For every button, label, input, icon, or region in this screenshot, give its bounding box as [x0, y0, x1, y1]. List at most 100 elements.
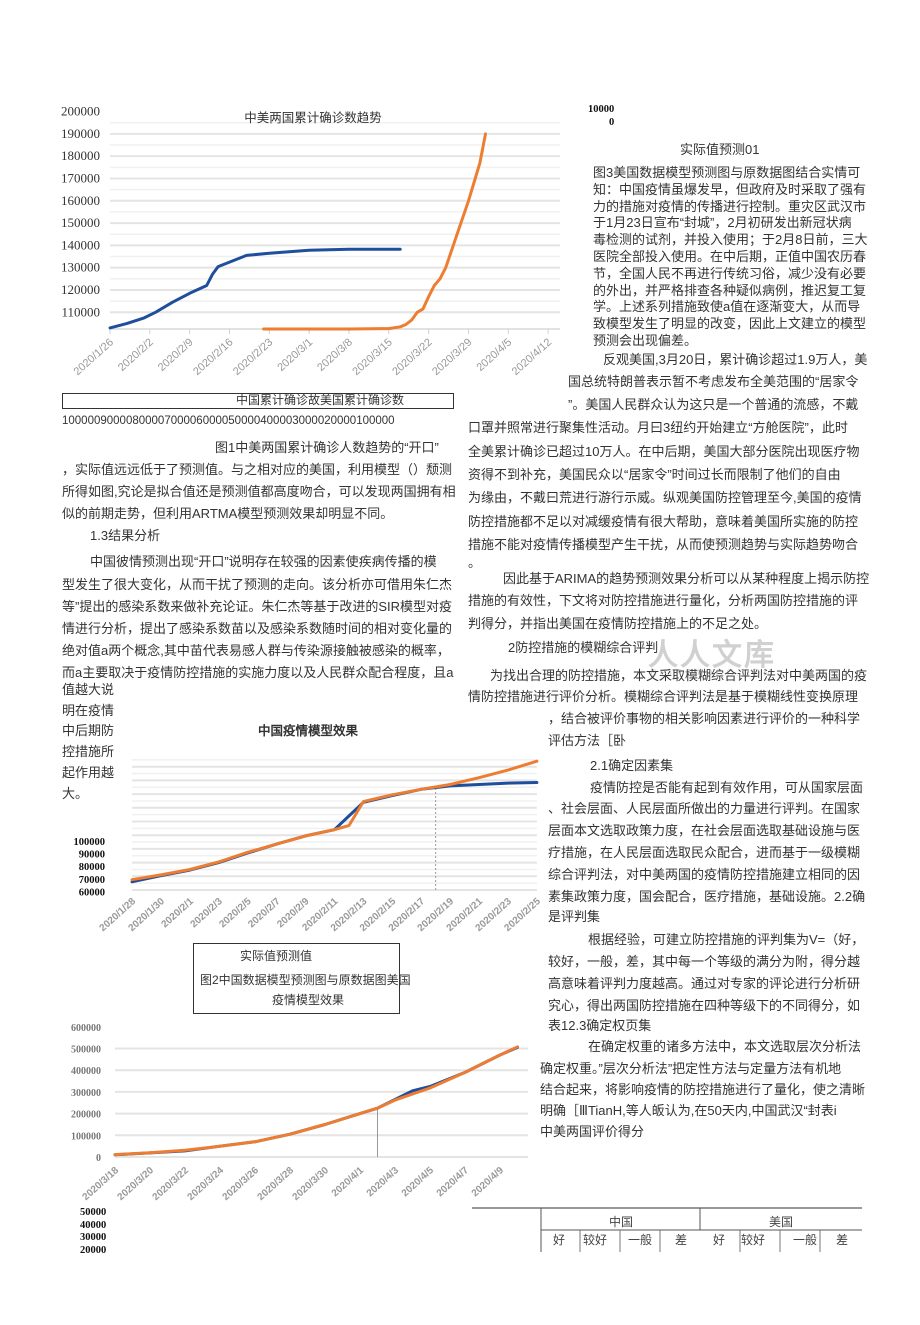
- section-heading: 2防控措施的模糊综合评判: [508, 640, 659, 655]
- series-line-second: [130, 759, 539, 882]
- y-tick-label: 60000: [79, 887, 105, 898]
- fig1-axis-labels: 1000009000080000700006000050000400003000…: [62, 415, 395, 427]
- y-tick-label: 150000: [61, 215, 100, 230]
- paragraph-line: 学。上述系列措施致使a值在逐渐变大，从而导: [593, 299, 861, 315]
- fig2-caption: 疫情模型效果: [272, 993, 345, 1007]
- paragraph-line: 中国彼情预测出现“开口”说明存在较强的因素使疾病传播的模: [90, 554, 437, 569]
- paragraph-line: 等”提出的感染系数来做补充论证。朱仁杰等基于改进的SIR模型对疫: [62, 599, 453, 614]
- x-tick-label: 2020/3/29: [430, 336, 474, 378]
- paragraph-line: 全美累计确诊已超过10万人。在中后期，美国大部分医院出现医疗物: [468, 444, 860, 459]
- series-line-actual: [113, 1045, 519, 1157]
- paragraph-line: 中后期防: [62, 723, 115, 738]
- paragraph-line: 。: [468, 555, 482, 570]
- x-tick-label: 2020/3/1: [275, 336, 315, 374]
- y-tick-label: 500000: [71, 1045, 101, 1056]
- paragraph-line: 型发生了很大变化，从而干扰了预测的走向。该分析亦可借用朱仁杰: [62, 577, 453, 592]
- fig1-legend-box: [62, 393, 454, 409]
- fig2-legend-box: [193, 943, 400, 1014]
- paragraph-line: 的外出，并严格排查各种疑似病例，推迟复工复: [593, 282, 867, 298]
- paragraph-line: ，结合被评价事物的相关影响因素进行评价的一种科学: [548, 711, 861, 726]
- paragraph-line: 因此基于ARIMA的趋势预测效果分析可以从某种程度上揭示防控: [503, 571, 870, 586]
- paragraph-line: 似的前期走势，但利用ARTMA模型预测效果却明显不同。: [62, 506, 394, 521]
- table-grade-header: 好: [553, 1233, 566, 1247]
- paragraph-line: 高意味着评判力度越高。通过对专家的评论进行分析研: [548, 976, 861, 991]
- stray-tick-label: 50000: [80, 1207, 107, 1218]
- y-tick-label: 70000: [79, 875, 105, 886]
- x-tick-label: 2020/3/22: [390, 336, 434, 378]
- paragraph-line: 综合评判法，对中美两国的疫情防控措施建立相同的因: [548, 867, 861, 882]
- series-line-second: [113, 1045, 519, 1157]
- y-tick-label: 180000: [61, 148, 100, 163]
- paragraph-line: 是评判集: [548, 909, 601, 924]
- paragraph-line: 值越大说: [62, 682, 115, 697]
- paragraph-line: 根据经验，可建立防控措施的评判集为V=（好，: [588, 932, 865, 947]
- x-tick-label: 2020/3/15: [350, 336, 394, 378]
- stray-tick-label: 30000: [80, 1232, 107, 1243]
- x-tick-label: 2020/4/12: [510, 336, 554, 378]
- y-tick-label: 110000: [61, 304, 100, 319]
- paragraph-line: 所得如图,究论是拟合值还是预测值都高度吻合，可以发现两国拥有相: [62, 484, 456, 499]
- series-line-actual: [130, 781, 539, 884]
- y-tick-label: 200000: [61, 104, 100, 119]
- paragraph-line: 中美两国评价得分: [540, 1124, 645, 1139]
- section-heading: 1.3结果分析: [90, 528, 161, 543]
- axis-fragment: 10000: [588, 104, 615, 115]
- x-tick-label: 2020/3/30: [291, 1165, 332, 1203]
- paragraph-line: 情进行分析，提出了感染系数苗以及感染系数随时间的相对变化量的: [62, 621, 453, 636]
- paragraph-line: 资得不到补充，美国民众以“居家令”时间过长而限制了他们的自由: [468, 467, 841, 482]
- paragraph-line: 措施的有效性，下文将对防控措施进行量化，分析两国防控措施的评: [468, 593, 859, 608]
- x-tick-label: 2020/2/2: [116, 336, 156, 374]
- axis-fragment: 0: [609, 117, 615, 128]
- table-grade-header: 差: [836, 1233, 849, 1247]
- y-tick-label: 100000: [74, 837, 106, 848]
- paragraph-line: 大。: [62, 786, 89, 801]
- paragraph-line: 判得分，并指出美国在疫情防控措施上的不足之处。: [468, 616, 768, 631]
- paragraph-line: 、社会层面、人民层面所做出的力量进行评判。在国家: [548, 801, 861, 816]
- table-grade-header: 一般: [628, 1233, 653, 1247]
- watermark-sub: BEIRENDOC.COM: [650, 668, 775, 679]
- x-tick-label: 2020/1/26: [72, 336, 116, 378]
- stray-tick-label: 20000: [80, 1244, 107, 1256]
- x-tick-label: 2020/3/24: [186, 1165, 227, 1203]
- paragraph-line: 明在疫情: [62, 703, 115, 718]
- table-grade-header: 一般: [793, 1233, 818, 1247]
- paragraph-line: 素集政策力度，国会配合，医疗措施，基础设施。2.2确: [548, 889, 866, 904]
- x-tick-label: 2020/2/16: [191, 336, 235, 378]
- paragraph-line: 口罩并照常进行聚集性活动。月曰3纽约开始建立“方舱医院”，此时: [468, 420, 848, 435]
- x-tick-label: 2020/3/18: [81, 1165, 122, 1203]
- paragraph-line: 表12.3确定权页集: [548, 1018, 652, 1033]
- y-tick-label: 90000: [79, 850, 105, 861]
- x-tick-label: 2020/4/9: [470, 1165, 507, 1200]
- x-tick-label: 2020/4/1: [330, 1165, 367, 1200]
- x-tick-label: 2020/4/5: [400, 1165, 437, 1200]
- x-tick-label: 2020/2/23: [231, 336, 275, 378]
- paragraph-line: 疗措施，在人民层面选取民众配合，进而基于一级模糊: [548, 845, 861, 860]
- chart-2: 100000900008000070000600002020/1/282020/…: [74, 723, 544, 934]
- x-tick-label: 2020/4/7: [435, 1165, 472, 1200]
- section-heading: 2.1确定因素集: [590, 758, 674, 773]
- paragraph-line: 致模型发生了明显的改变，因此上文建立的模型: [593, 316, 867, 332]
- y-tick-label: 300000: [71, 1088, 101, 1099]
- y-tick-label: 160000: [61, 193, 100, 208]
- paragraph-line: 在确定权重的诸多方法中，本文选取层次分析法: [588, 1039, 862, 1054]
- paragraph-line: 绝对值a两个概念,其中苗代表易感人群与传染源接触被感染的概率，: [62, 643, 450, 658]
- paragraph-line: 图1中美两国累计确诊人数趋势的“开口”: [215, 440, 439, 455]
- table-grade-header: 较好: [741, 1233, 766, 1247]
- y-tick-label: 200000: [71, 1110, 101, 1121]
- y-tick-label: 130000: [61, 260, 100, 275]
- fig2-caption: 图2中国数据模型预测图与原数据图美国: [200, 973, 411, 987]
- x-tick-label: 2020/3/26: [221, 1165, 262, 1203]
- y-tick-label: 170000: [61, 170, 100, 185]
- paragraph-line: 反观美国,3月20日，累计确诊超过1.9万人，美: [603, 352, 868, 367]
- paragraph-line: 力的措施对疫情的传播进行控制。重灾区武汉市: [593, 198, 867, 214]
- chart-title: 中美两国累计确诊数趋势: [244, 110, 382, 125]
- x-tick-label: 2020/2/9: [156, 336, 196, 374]
- paragraph-line: 国总统特朗普表示暂不考虑发布全美范围的“居家令: [568, 374, 859, 389]
- paragraph-line: 为找出合理的防控措施，本文采取模糊综合评判法对中美两国的疫: [490, 668, 868, 683]
- paragraph-line: 为缘由，不戴曰荒进行游行示威。纵观美国防控管理至今,美国的疫情: [468, 490, 862, 505]
- paragraph-line: 防控措施都不足以对减缓疫情有很大帮助，意味着美国所实施的防控: [468, 514, 859, 529]
- series-line-second: [262, 132, 487, 331]
- fig1-legend: 中国累计确诊故美国累计确诊数: [236, 393, 405, 407]
- y-tick-label: 120000: [61, 282, 100, 297]
